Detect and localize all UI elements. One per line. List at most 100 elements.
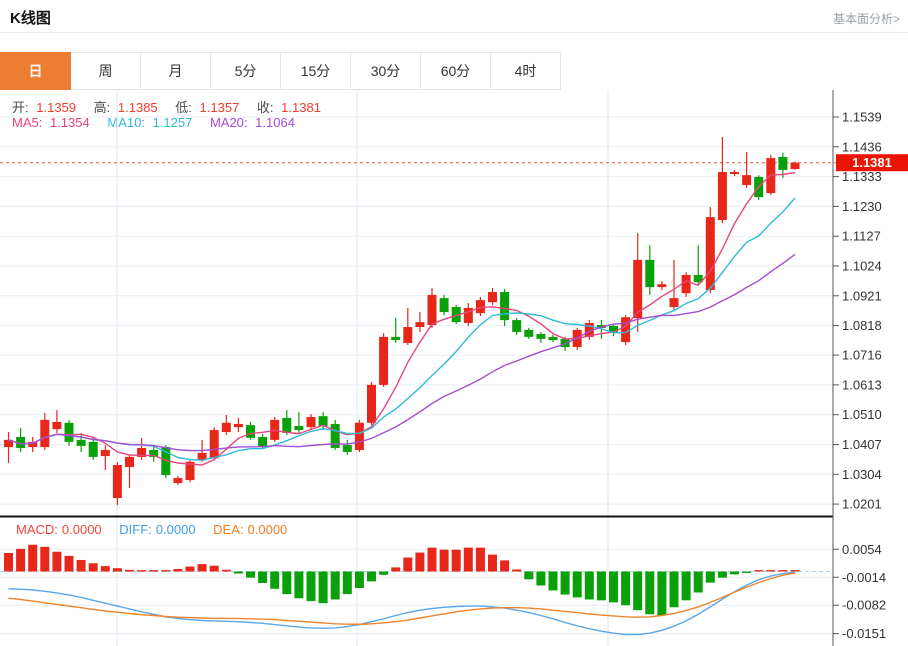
diff-label: DIFF: — [119, 522, 152, 537]
macd-bar — [294, 571, 304, 599]
macd-bar — [137, 570, 147, 572]
tab-4[interactable]: 15分 — [281, 52, 351, 90]
macd-bar — [790, 570, 800, 572]
macd-bar — [403, 557, 413, 572]
macd-bar — [28, 544, 38, 572]
candle-body — [512, 320, 522, 332]
candle-body — [100, 449, 110, 457]
candle-body — [584, 322, 594, 337]
close-label: 收: — [256, 100, 274, 115]
macd-bar — [246, 571, 255, 578]
macd-bar — [705, 571, 715, 583]
macd-bar — [463, 547, 473, 572]
macd-bar — [282, 571, 292, 595]
ohlc-readout: 开: 1.1359 高: 1.1385 低: 1.1357 收: 1.1381 — [12, 97, 325, 116]
candle-body — [609, 325, 618, 333]
candle-body — [330, 423, 340, 448]
macd-tick-label: -0.0014 — [842, 570, 886, 585]
candle-body — [548, 336, 558, 341]
price-tick-label: 1.0510 — [842, 407, 882, 422]
high-label: 高: — [93, 100, 111, 115]
candle-body — [427, 294, 437, 326]
candle-body — [705, 217, 715, 291]
candle-body — [633, 259, 643, 319]
diff-line — [8, 571, 796, 636]
price-tick-label: 1.1436 — [842, 139, 882, 154]
macd-bar — [633, 571, 643, 611]
price-tick-label: 1.1230 — [842, 199, 882, 214]
macd-bar — [572, 571, 582, 598]
macd-bar — [693, 571, 703, 593]
candle-body — [391, 336, 401, 341]
candle-body — [524, 329, 534, 337]
macd-bar — [717, 571, 727, 578]
close-value: 1.1381 — [281, 100, 321, 115]
candle-body — [463, 307, 473, 323]
price-tick-label: 1.0716 — [842, 348, 882, 363]
candle-body — [306, 417, 316, 428]
candle-body — [536, 333, 546, 339]
ma10-value: 1.1257 — [152, 115, 193, 130]
macd-bar — [754, 570, 764, 572]
macd-bar — [209, 565, 219, 572]
candle-body — [318, 416, 328, 426]
price-tick-label: 1.1024 — [842, 258, 882, 273]
macd-bar — [197, 564, 207, 572]
tab-0[interactable]: 日 — [0, 52, 71, 90]
candle-body — [221, 422, 231, 433]
tab-1[interactable]: 周 — [71, 52, 141, 90]
fundamental-analysis-link[interactable]: 基本面分析> — [832, 12, 900, 26]
macd-bar — [536, 571, 546, 586]
macd-bar — [149, 570, 159, 572]
candle-body — [415, 322, 425, 328]
open-label: 开: — [12, 100, 29, 115]
tab-6[interactable]: 60分 — [421, 52, 491, 90]
tab-3[interactable]: 5分 — [211, 52, 281, 90]
macd-bar — [173, 569, 183, 572]
candle-body — [4, 439, 13, 448]
candle-body — [258, 436, 268, 448]
tab-7[interactable]: 4时 — [491, 52, 561, 90]
macd-bar — [379, 571, 389, 575]
candle-body — [778, 156, 788, 170]
tab-2[interactable]: 月 — [141, 52, 211, 90]
macd-bar — [64, 555, 74, 572]
macd-bar — [354, 571, 364, 588]
page-header: K线图 基本面分析> — [0, 0, 908, 33]
candle-body — [40, 419, 50, 448]
macd-readout: MACD: 0.0000 DIFF: 0.0000 DEA: 0.0000 — [16, 522, 291, 537]
kline-chart[interactable]: 1.1539 1.1436 1.1333 1.1230 1.1127 1.1024 1.09… — [0, 90, 908, 646]
candle-body — [621, 317, 631, 343]
candle-body — [367, 384, 376, 423]
price-tick-label: 1.1127 — [842, 229, 881, 244]
ma5-line — [8, 171, 796, 466]
price-tick-label: 1.0921 — [842, 288, 882, 303]
candle-body — [717, 171, 727, 220]
macd-bar — [766, 570, 776, 572]
candle-body — [560, 338, 570, 347]
macd-label: MACD: — [16, 522, 58, 537]
macd-bar — [270, 571, 280, 589]
macd-bar — [548, 571, 558, 591]
candle-body — [209, 430, 219, 459]
ma10-line — [8, 197, 796, 461]
candle-body — [76, 439, 86, 446]
diff-value: 0.0000 — [155, 522, 196, 537]
price-tick-label: 1.0304 — [842, 467, 882, 482]
macd-bar — [730, 571, 739, 575]
price-tick-label: 1.1333 — [842, 169, 882, 184]
candle-body — [475, 300, 485, 314]
candle-body — [342, 445, 352, 453]
candle-body — [681, 274, 691, 294]
period-tabs: 日周月 5分 15分 30分 60分 4时 — [0, 52, 561, 90]
candle-body — [657, 284, 667, 288]
candle-body — [730, 171, 739, 174]
macd-bar — [221, 569, 231, 572]
tab-5[interactable]: 30分 — [351, 52, 421, 90]
candle-body — [173, 478, 183, 483]
dea-label: DEA: — [213, 522, 244, 537]
macd-bar — [112, 568, 122, 572]
price-tick-label: 1.0818 — [842, 318, 882, 333]
candle-body — [197, 452, 207, 461]
macd-value: 0.0000 — [61, 522, 102, 537]
